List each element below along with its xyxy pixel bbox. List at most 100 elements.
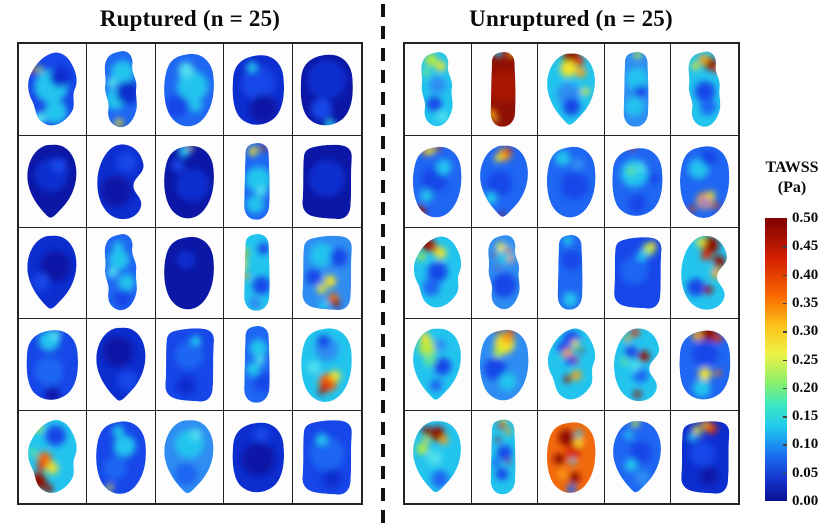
aneurysm-surface-map [413, 328, 462, 400]
aneurysm-cell [292, 227, 361, 320]
aneurysm-cell [671, 227, 738, 320]
aneurysm-surface-map [612, 147, 663, 216]
aneurysm-surface-map [95, 421, 146, 494]
colorbar-tick-mark [783, 444, 787, 446]
colorbar-tick-mark [783, 331, 787, 333]
colorbar-tick-mark [783, 416, 787, 418]
colorbar-tick-labels: 0.50 0.45 0.40 0.35 0.30 0.25 0.20 0.15 0.10 0.05… [792, 210, 829, 509]
aneurysm-cell [224, 411, 293, 503]
unruptured-grid [403, 42, 740, 505]
aneurysm-surface-map [414, 236, 462, 308]
aneurysm-surface-map [614, 237, 662, 309]
colorbar-tick: 0.50 [792, 210, 819, 226]
aneurysm-surface-map [164, 420, 214, 494]
aneurysm-cell [538, 411, 605, 503]
aneurysm-cell [405, 411, 472, 503]
aneurysm-cell [155, 44, 225, 136]
aneurysm-surface-map [243, 142, 270, 220]
aneurysm-cell [19, 227, 88, 320]
aneurysm-cell [19, 319, 88, 412]
aneurysm-surface-map [480, 145, 528, 217]
aneurysm-cell [471, 411, 539, 503]
ruptured-panel-title: Ruptured (n = 25) [99, 6, 281, 31]
aneurysm-surface-map [164, 237, 215, 310]
aneurysm-cell [405, 227, 472, 320]
aneurysm-cell [604, 135, 672, 228]
colorbar-title-line2: (Pa) [777, 179, 807, 196]
aneurysm-surface-map [104, 234, 137, 311]
aneurysm-cell [224, 135, 293, 228]
aneurysm-surface-map [546, 146, 595, 218]
aneurysm-surface-map [164, 145, 215, 219]
aneurysm-surface-map [679, 330, 731, 400]
aneurysm-cell [671, 411, 738, 503]
colorbar-tick-mark [783, 302, 787, 305]
aneurysm-surface-map [546, 422, 595, 493]
aneurysm-surface-map [557, 235, 582, 311]
aneurysm-surface-map [165, 328, 215, 402]
aneurysm-cell [19, 44, 88, 136]
colorbar-tick-mark [783, 472, 787, 475]
colorbar-tick: 0.25 [792, 351, 819, 368]
aneurysm-cell [671, 319, 738, 412]
aneurysm-surface-map [623, 51, 649, 127]
aneurysm-surface-map [27, 144, 77, 218]
aneurysm-surface-map [488, 235, 520, 310]
aneurysm-surface-map [680, 421, 730, 494]
aneurysm-cell [471, 227, 539, 320]
colorbar-tick-mark [783, 387, 787, 390]
aneurysm-cell [292, 135, 361, 228]
aneurysm-cell [292, 319, 361, 412]
aneurysm-cell [471, 44, 539, 136]
aneurysm-surface-map [479, 330, 529, 401]
aneurysm-surface-map [421, 51, 453, 127]
aneurysm-surface-map [413, 421, 462, 493]
aneurysm-cell [538, 227, 605, 320]
colorbar-tick: 0.35 [792, 294, 819, 311]
colorbar-tick: 0.10 [792, 436, 819, 453]
aneurysm-cell [87, 227, 156, 320]
aneurysm-cell [87, 135, 156, 228]
aneurysm-cell [405, 44, 472, 136]
aneurysm-surface-map [613, 421, 662, 493]
aneurysm-cell [224, 227, 293, 320]
colorbar-tick: 0.30 [792, 323, 819, 340]
aneurysm-cell [538, 319, 605, 412]
aneurysm-surface-map [243, 234, 270, 312]
colorbar-tick: 0.45 [792, 238, 819, 255]
colorbar-tick: 0.15 [792, 408, 819, 425]
aneurysm-surface-map [679, 145, 729, 218]
aneurysm-surface-map [27, 236, 77, 310]
aneurysm-cell [87, 44, 156, 136]
aneurysm-surface-map [688, 51, 721, 127]
aneurysm-surface-map [232, 422, 284, 493]
aneurysm-cell [224, 319, 293, 412]
aneurysm-surface-map [28, 419, 77, 493]
aneurysm-surface-map [490, 419, 516, 495]
aneurysm-surface-map [243, 326, 270, 403]
aneurysm-cell [471, 135, 539, 228]
ruptured-grid [17, 42, 363, 505]
aneurysm-cell [155, 411, 225, 503]
aneurysm-surface-map [680, 236, 727, 311]
aneurysm-surface-map [104, 50, 137, 128]
aneurysm-cell [604, 411, 672, 503]
divider-dashed-line [381, 4, 385, 524]
aneurysm-cell [155, 135, 225, 228]
colorbar-tick: 0.40 [792, 266, 819, 283]
colorbar-gradient [765, 218, 787, 501]
colorbar-tick-mark [783, 246, 787, 248]
aneurysm-surface-map [547, 328, 595, 400]
unruptured-panel-title: Unruptured (n = 25) [469, 6, 673, 31]
aneurysm-cell [471, 319, 539, 412]
aneurysm-surface-map [26, 330, 79, 401]
colorbar-title: TAWSS (Pa) [755, 158, 829, 198]
aneurysm-surface-map [301, 328, 352, 403]
aneurysm-cell [19, 135, 88, 228]
aneurysm-cell [538, 44, 605, 136]
aneurysm-surface-map [96, 144, 144, 219]
aneurysm-cell [155, 227, 225, 320]
colorbar-tick-mark [783, 359, 787, 361]
colorbar-tick-mark [783, 274, 787, 277]
